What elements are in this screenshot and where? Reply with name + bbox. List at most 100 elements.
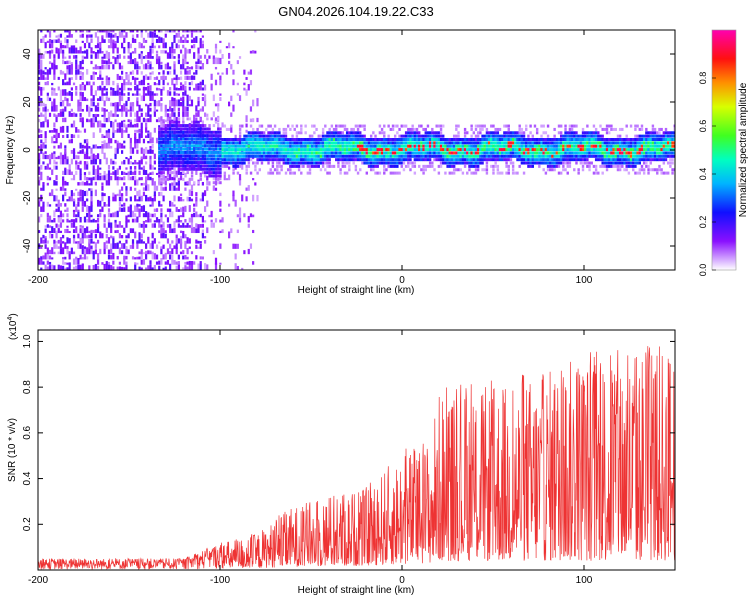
spectrogram-cell bbox=[669, 151, 672, 155]
spectrogram-cell bbox=[177, 88, 180, 91]
spectrogram-cell bbox=[99, 209, 102, 212]
spectrogram-cell bbox=[142, 75, 146, 80]
spectrogram-cell bbox=[123, 227, 126, 234]
spectrogram-cell bbox=[182, 147, 185, 151]
spectrogram-cell bbox=[627, 161, 631, 165]
spectrogram-cell bbox=[289, 138, 292, 141]
spectrogram-cell bbox=[418, 154, 421, 158]
spectrogram-cell bbox=[105, 240, 108, 244]
spectrogram-cell bbox=[96, 49, 100, 54]
spectrogram-cell bbox=[642, 154, 646, 158]
spectrogram-cell bbox=[201, 137, 205, 141]
spectrogram-cell bbox=[376, 164, 379, 168]
spectrogram-cell bbox=[177, 111, 180, 117]
spectrogram-cell bbox=[428, 151, 432, 155]
spectrogram-cell bbox=[59, 243, 63, 249]
spectrogram-cell bbox=[413, 148, 417, 152]
spectrogram-cell bbox=[387, 161, 390, 165]
spectrogram-cell bbox=[276, 134, 279, 138]
spectrogram-cell bbox=[437, 141, 441, 145]
spectrogram-cell bbox=[184, 161, 187, 165]
spectrogram-cell bbox=[88, 119, 91, 123]
spectrogram-cell bbox=[57, 206, 60, 212]
spectrogram-cell bbox=[332, 148, 336, 152]
spectrogram-cell bbox=[79, 62, 82, 70]
spectrogram-cell bbox=[228, 203, 231, 207]
spectrogram-cell bbox=[140, 108, 143, 112]
spectrogram-cell bbox=[81, 66, 84, 70]
spectrogram-cell bbox=[520, 141, 524, 145]
spectrogram-cell bbox=[365, 151, 368, 155]
spectrogram-cell bbox=[105, 75, 108, 80]
spectrogram-cell bbox=[190, 177, 194, 181]
spectrogram-cell bbox=[418, 144, 421, 148]
spectrogram-cell bbox=[551, 158, 554, 162]
snr-x-label: Height of straight line (km) bbox=[298, 585, 415, 596]
spectrogram-cell bbox=[418, 164, 421, 168]
spectrogram-cell bbox=[557, 161, 561, 165]
snr-panel: -200 -100 0 100 0.20.40.60.81.0 Height of s… bbox=[7, 313, 676, 596]
spectrogram-cell bbox=[142, 95, 146, 102]
spectrogram-cell bbox=[125, 100, 128, 107]
spectrogram-cell bbox=[212, 140, 216, 144]
spectrogram-cell bbox=[404, 154, 408, 158]
spectrogram-cell bbox=[490, 148, 493, 152]
spectrogram-cell bbox=[138, 266, 141, 270]
spectrogram-cell bbox=[46, 30, 49, 33]
spectrogram-cell bbox=[53, 88, 56, 91]
spectrogram-cell bbox=[44, 110, 47, 117]
spectrogram-cell bbox=[120, 234, 124, 239]
spectrogram-cell bbox=[166, 174, 170, 178]
spectrogram-cell bbox=[217, 103, 220, 107]
spectrogram-cell bbox=[188, 82, 191, 86]
spectrogram-cell bbox=[142, 86, 146, 91]
spectrogram-cell bbox=[151, 143, 154, 149]
spectrogram-cell bbox=[393, 154, 397, 158]
spectrogram-cell bbox=[57, 132, 60, 138]
spectrogram-cell bbox=[472, 151, 476, 155]
spectrogram-cell bbox=[107, 218, 111, 223]
spectrogram-cell bbox=[601, 148, 604, 152]
spectrogram-cell bbox=[188, 30, 191, 33]
spectrogram-cell bbox=[247, 185, 250, 191]
spectrogram-cell bbox=[446, 154, 449, 158]
spectrogram-cell bbox=[339, 138, 342, 141]
spectrogram-cell bbox=[247, 151, 251, 155]
spectrogram-cell bbox=[424, 144, 427, 148]
spectrogram-cell bbox=[391, 151, 395, 155]
spectrogram-cell bbox=[212, 150, 216, 154]
spectrogram-cell bbox=[136, 116, 139, 123]
spectrogram-cell bbox=[669, 134, 672, 138]
spectrogram-cell bbox=[64, 157, 67, 165]
spectrogram-cell bbox=[376, 151, 379, 155]
spectrogram-cell bbox=[247, 215, 250, 223]
spectrogram-cell bbox=[182, 137, 185, 141]
spectrogram-cell bbox=[64, 61, 67, 65]
spectrogram-cell bbox=[125, 186, 128, 191]
spectrogram-cell bbox=[662, 138, 666, 141]
spectrogram-cell bbox=[623, 158, 626, 162]
spectrogram-cell bbox=[496, 168, 500, 172]
spectrogram-cell bbox=[256, 131, 259, 135]
spectrogram-cell bbox=[55, 156, 58, 160]
spectrogram-cell bbox=[195, 64, 198, 70]
spectrogram-cell bbox=[206, 150, 209, 154]
spectrogram-cell bbox=[232, 190, 235, 197]
spectrogram-cell bbox=[169, 210, 172, 218]
spectrogram-cell bbox=[369, 151, 373, 155]
spectrogram-cell bbox=[542, 154, 545, 158]
spectrogram-cell bbox=[90, 195, 93, 202]
spectrogram-cell bbox=[94, 52, 97, 59]
spectrogram-cell bbox=[193, 37, 196, 43]
spectrogram-cell bbox=[245, 138, 248, 141]
spectrogram-cell bbox=[662, 158, 666, 162]
spectrogram-cell bbox=[514, 138, 517, 141]
spectrogram-cell bbox=[249, 106, 253, 112]
spectrogram-cell bbox=[337, 158, 340, 162]
spectrogram-cell bbox=[149, 196, 152, 202]
spectrogram-cell bbox=[474, 148, 478, 152]
spectrogram-cell bbox=[116, 140, 119, 144]
spectrogram-cell bbox=[647, 148, 650, 152]
spectrogram-cell bbox=[158, 150, 161, 154]
spectrogram-cell bbox=[306, 164, 310, 168]
